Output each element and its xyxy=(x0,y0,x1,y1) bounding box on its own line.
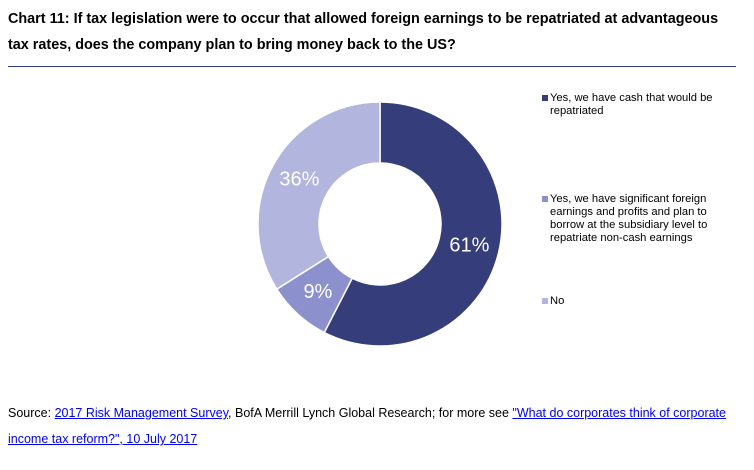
slice-cash xyxy=(323,101,503,347)
legend-item-cash: Yes, we have cash that would be repatria… xyxy=(542,92,720,118)
data-label-cash: 61% xyxy=(449,235,489,257)
data-label-borrow: 9% xyxy=(303,281,332,303)
legend-item-borrow: Yes, we have significant foreign earning… xyxy=(542,193,720,245)
survey-link[interactable]: 2017 Risk Management Survey xyxy=(54,406,229,420)
title-divider xyxy=(8,66,736,67)
legend-swatch-cash xyxy=(542,95,548,101)
chart-title: Chart 11: If tax legislation were to occ… xyxy=(8,11,719,53)
donut-chart: 61% 9% 36% xyxy=(257,101,503,347)
source-note: Source: 2017 Risk Management Survey, Bof… xyxy=(8,400,748,452)
legend-label-no: No xyxy=(550,295,565,307)
legend-label-cash: Yes, we have cash that would be repatria… xyxy=(550,92,713,117)
legend-swatch-borrow xyxy=(542,196,548,202)
source-middle: , BofA Merrill Lynch Global Research; fo… xyxy=(228,406,513,420)
data-label-no: 36% xyxy=(279,169,319,191)
legend-swatch-no xyxy=(542,298,548,304)
slice-no xyxy=(257,101,381,291)
legend-item-no: No xyxy=(542,295,720,308)
source-prefix: Source: xyxy=(8,406,55,420)
legend-label-borrow: Yes, we have significant foreign earning… xyxy=(550,193,708,244)
report-link[interactable]: "What do corporates think of corporate i… xyxy=(8,406,726,446)
